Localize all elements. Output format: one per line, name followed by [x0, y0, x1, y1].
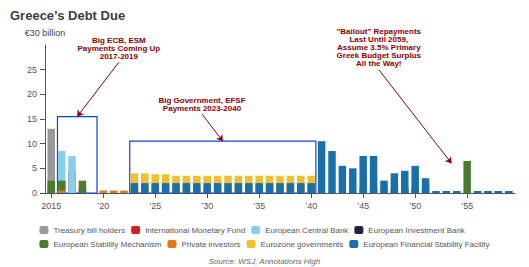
svg-text:’20: ’20: [97, 201, 109, 211]
svg-text:’45: ’45: [357, 201, 369, 211]
svg-text:Payments Coming Up: Payments Coming Up: [77, 43, 161, 53]
svg-text:2015: 2015: [41, 201, 61, 211]
svg-text:European Investment Bank: European Investment Bank: [368, 226, 466, 235]
svg-text:European Financial Stability F: European Financial Stability Facility: [363, 240, 489, 249]
svg-text:’50: ’50: [409, 201, 421, 211]
svg-text:Eurozone governments: Eurozone governments: [261, 240, 344, 249]
svg-text:20: 20: [27, 89, 37, 99]
svg-text:Last Until 2059,: Last Until 2059,: [349, 35, 409, 45]
svg-text:Greek Budget Surplus: Greek Budget Surplus: [336, 51, 421, 61]
svg-text:2017-2019: 2017-2019: [100, 52, 139, 61]
svg-text:15: 15: [27, 114, 37, 124]
svg-text:Greece’s Debt Due: Greece’s Debt Due: [10, 8, 125, 23]
svg-text:European Central Bank: European Central Bank: [265, 226, 349, 235]
svg-text:Big Government, EFSF: Big Government, EFSF: [158, 95, 246, 105]
svg-text:’40: ’40: [305, 201, 317, 211]
svg-text:"Bailout" Repayments: "Bailout" Repayments: [336, 27, 421, 37]
svg-text:5: 5: [32, 163, 37, 173]
svg-text:Big ECB, ESM: Big ECB, ESM: [91, 35, 146, 45]
svg-text:€30 billion: €30 billion: [25, 28, 66, 38]
svg-text:Assume 3.5% Primary: Assume 3.5% Primary: [337, 43, 421, 53]
svg-text:Source: WSJ, Annotations High: Source: WSJ, Annotations High: [208, 257, 320, 266]
svg-text:All the Way!: All the Way!: [356, 59, 401, 68]
svg-text:’25: ’25: [149, 201, 161, 211]
svg-text:10: 10: [27, 139, 37, 149]
svg-text:’30: ’30: [201, 201, 213, 211]
svg-text:International Monetary Fund: International Monetary Fund: [145, 226, 245, 235]
svg-text:Payments 2023-2040: Payments 2023-2040: [163, 104, 242, 113]
svg-text:0: 0: [32, 188, 37, 198]
svg-text:’55: ’55: [461, 201, 473, 211]
svg-text:’35: ’35: [253, 201, 265, 211]
svg-text:European Stability Mechanism: European Stability Mechanism: [53, 240, 161, 249]
svg-text:25: 25: [27, 65, 37, 75]
svg-text:Treasury bill holders: Treasury bill holders: [53, 226, 125, 235]
svg-text:Private investors: Private investors: [181, 240, 240, 249]
